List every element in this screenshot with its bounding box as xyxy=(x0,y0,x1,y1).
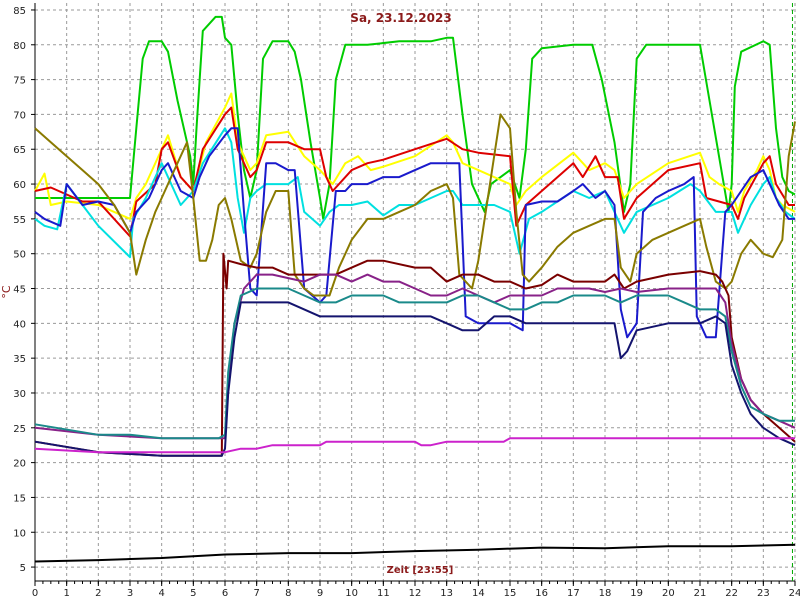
x-tick-label: 4 xyxy=(158,588,164,599)
series-line-12 xyxy=(34,543,796,563)
y-axis-label: °C xyxy=(0,285,13,299)
series-line-6 xyxy=(34,113,796,297)
y-tick-label: 35 xyxy=(13,354,26,365)
y-tick-label: 20 xyxy=(13,459,26,470)
y-tick-labels: 5 10 15 20 25 30 35 40 45 50 55 60 65 70 75 80 85 xyxy=(13,6,26,574)
x-tick-label: 3 xyxy=(127,588,133,599)
x-tick-label: 12 xyxy=(409,588,422,599)
x-tick-label: 9 xyxy=(317,588,323,599)
y-tick-label: 70 xyxy=(13,110,26,121)
grid xyxy=(34,3,796,581)
x-tick-label: 5 xyxy=(190,588,196,599)
x-tick-label: 11 xyxy=(377,588,390,599)
y-tick-label: 65 xyxy=(13,145,26,156)
y-tick-label: 15 xyxy=(13,493,26,504)
x-tick-label: 0 xyxy=(32,588,38,599)
x-axis-label: Zeit [23:55] xyxy=(387,565,454,576)
x-tick-label: 24 xyxy=(789,588,800,599)
series-line-3 xyxy=(34,106,795,238)
y-tick-label: 55 xyxy=(13,215,26,226)
chart-title: Sa, 23.12.2023 xyxy=(350,11,451,25)
series-line-11 xyxy=(34,437,795,454)
x-tick-label: 10 xyxy=(345,588,358,599)
x-tick-label: 19 xyxy=(630,588,643,599)
y-tick-label: 50 xyxy=(13,250,26,261)
x-tick-label: 22 xyxy=(725,588,738,599)
y-tick-label: 75 xyxy=(13,76,26,87)
series-line-5 xyxy=(34,127,795,339)
x-tick-label: 7 xyxy=(253,588,259,599)
x-tick-label: 8 xyxy=(285,588,291,599)
x-tick-label: 13 xyxy=(440,588,453,599)
x-tick-label: 18 xyxy=(599,588,612,599)
x-tick-labels: 0 1 2 3 4 5 6 7 8 9 10 11 12 13 14 15 16 17 18 19 20 21 22 23 24 xyxy=(32,588,800,599)
y-tick-label: 40 xyxy=(13,319,26,330)
x-tick-label: 2 xyxy=(95,588,101,599)
y-tick-label: 45 xyxy=(13,285,26,296)
x-tick-label: 20 xyxy=(662,588,675,599)
y-tick-label: 30 xyxy=(13,389,26,400)
series-line-9 xyxy=(34,287,795,440)
y-tick-label: 85 xyxy=(13,6,26,17)
x-tick-label: 16 xyxy=(535,588,548,599)
y-tick-label: 5 xyxy=(20,563,26,574)
y-tick-label: 25 xyxy=(13,424,26,435)
x-tick-label: 17 xyxy=(567,588,580,599)
x-tick-label: 14 xyxy=(472,588,485,599)
x-tick-label: 1 xyxy=(63,588,69,599)
axes xyxy=(31,3,796,586)
series-line-10 xyxy=(34,301,796,457)
series-layer xyxy=(34,15,796,563)
series-line-1 xyxy=(35,15,796,220)
y-tick-label: 80 xyxy=(13,41,26,52)
series-line-2 xyxy=(34,92,796,220)
x-tick-label: 21 xyxy=(694,588,707,599)
x-tick-label: 15 xyxy=(504,588,517,599)
x-tick-label: 6 xyxy=(222,588,228,599)
series-line-8 xyxy=(34,273,796,440)
y-tick-label: 60 xyxy=(13,180,26,191)
x-tick-label: 23 xyxy=(757,588,770,599)
y-tick-label: 10 xyxy=(13,528,26,539)
series-line-7 xyxy=(34,252,796,457)
